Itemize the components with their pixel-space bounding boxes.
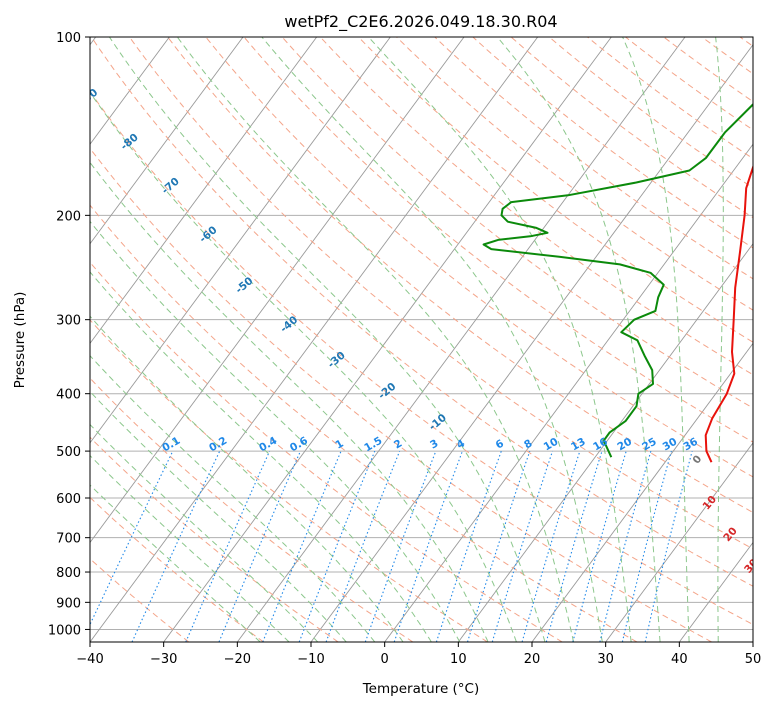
y-tick-label: 600 xyxy=(56,492,81,507)
x-tick-label: 50 xyxy=(745,652,762,667)
x-tick-label: 20 xyxy=(524,652,541,667)
x-tick-label: 30 xyxy=(597,652,614,667)
x-tick-label: −40 xyxy=(76,652,103,667)
x-tick-label: −30 xyxy=(150,652,177,667)
x-tick-label: 0 xyxy=(381,652,389,667)
x-tick-label: −20 xyxy=(224,652,251,667)
y-tick-label: 500 xyxy=(56,445,81,460)
y-tick-label: 100 xyxy=(56,31,81,46)
y-tick-label: 800 xyxy=(56,566,81,581)
x-axis-title: Temperature (°C) xyxy=(362,681,480,697)
x-tick-label: 40 xyxy=(671,652,688,667)
y-tick-label: 400 xyxy=(56,388,81,403)
y-tick-label: 900 xyxy=(56,596,81,611)
x-tick-label: −10 xyxy=(297,652,324,667)
y-axis-title: Pressure (hPa) xyxy=(12,292,28,389)
y-tick-label: 300 xyxy=(56,314,81,329)
x-tick-label: 10 xyxy=(450,652,467,667)
y-tick-label: 200 xyxy=(56,209,81,224)
y-tick-label: 1000 xyxy=(48,623,81,638)
y-tick-label: 700 xyxy=(56,532,81,547)
chart-title: wetPf2_C2E6.2026.049.18.30.R04 xyxy=(284,12,557,32)
